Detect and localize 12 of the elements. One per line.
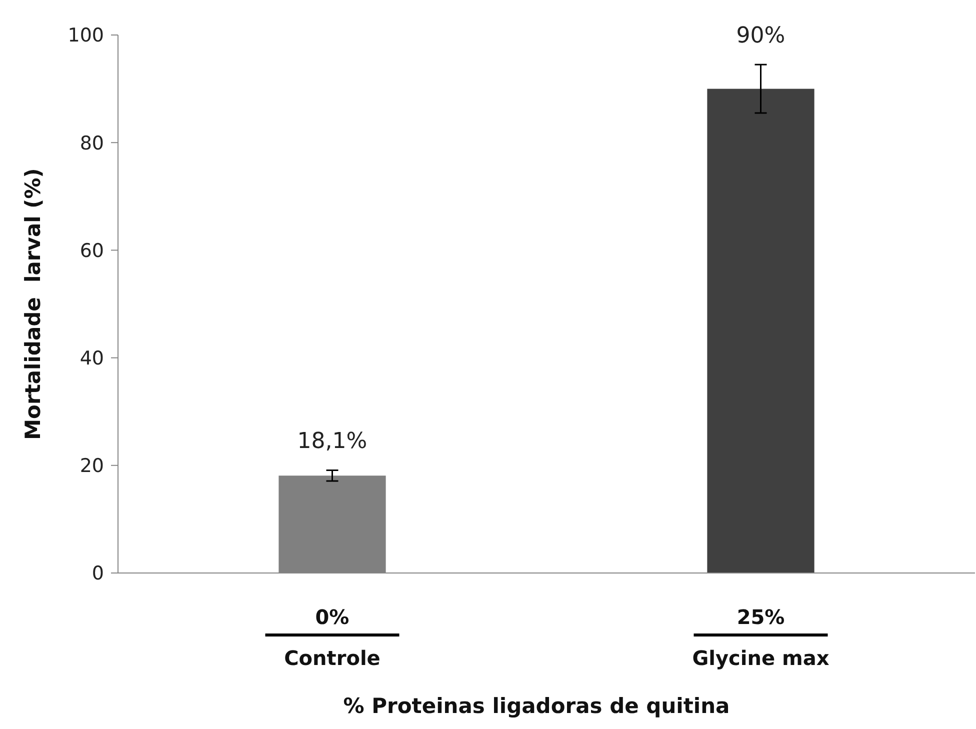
y-tick-label: 0 [92,562,104,585]
x-tick-label: 0% Controle [284,605,380,670]
y-tick-label: 60 [80,240,104,262]
y-axis-title: Mortalidade larval (%) [21,168,45,440]
x-axis-title: % Proteinas ligadoras de quitina [343,694,730,718]
y-tick-label: 100 [68,24,104,47]
x-tick-label: 25% Glycine max [692,605,830,670]
y-tick-label: 80 [80,132,104,154]
data-label: 18,1% [297,429,368,454]
data-label: 90% [736,24,786,49]
y-tick-label: 20 [80,455,104,478]
y-tick-label: 40 [80,347,104,370]
